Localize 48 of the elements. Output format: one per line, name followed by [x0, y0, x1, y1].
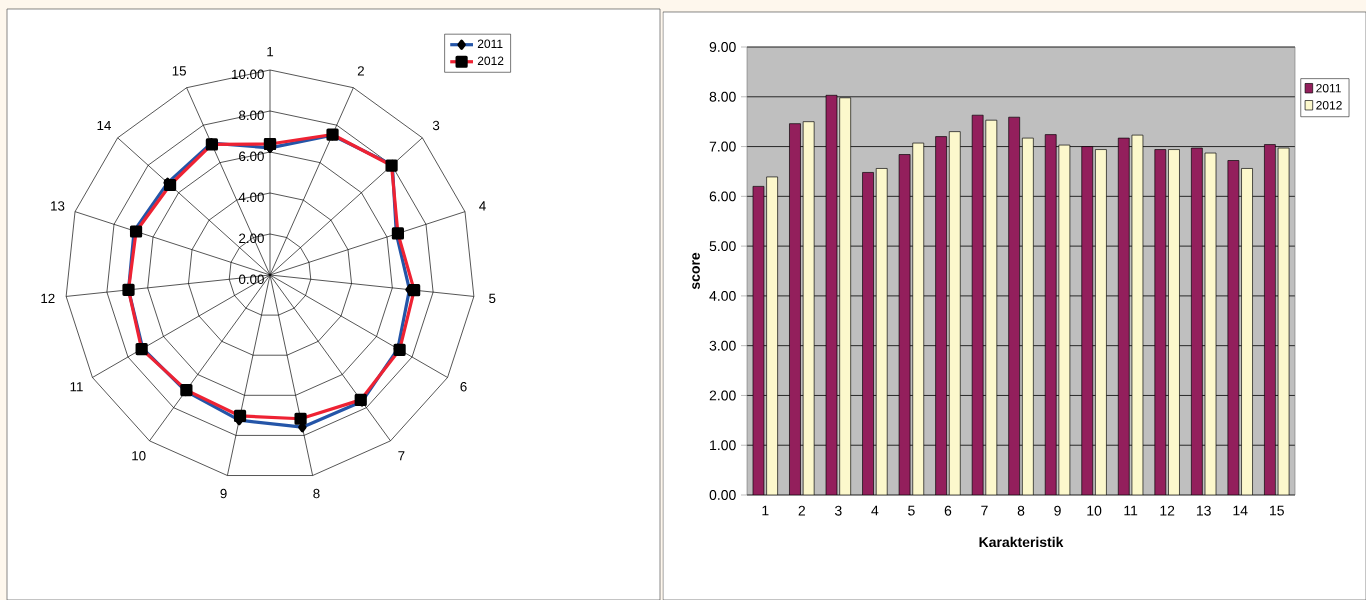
spoke-label: 1 — [267, 46, 274, 57]
y-tick-label: 6.00 — [709, 191, 736, 202]
legend-label: 2012 — [477, 56, 504, 66]
legend-label: 2012 — [1316, 101, 1342, 110]
x-tick-label: 13 — [1196, 505, 1211, 516]
x-tick-label: 15 — [1270, 505, 1284, 516]
y-axis-title: score — [692, 252, 700, 290]
spoke-label: 8 — [313, 488, 320, 499]
y-tick-label: 2.00 — [709, 390, 736, 401]
y-tick-label: 9.00 — [709, 42, 736, 52]
x-tick-label: 1 — [762, 505, 769, 516]
y-tick-label: 3.00 — [709, 340, 736, 351]
spoke-label: 15 — [172, 66, 186, 76]
legend-label: 2011 — [477, 39, 503, 49]
y-tick-label: 7.00 — [709, 141, 736, 152]
y-tick-label: 0.00 — [238, 274, 264, 285]
x-tick-label: 9 — [1054, 505, 1061, 516]
y-tick-label: 4.00 — [709, 290, 736, 301]
spoke-label: 3 — [432, 120, 440, 131]
legend-label: 2011 — [1316, 83, 1341, 93]
x-tick-label: 7 — [981, 505, 988, 516]
x-tick-label: 6 — [944, 505, 952, 516]
x-tick-label: 4 — [871, 505, 879, 516]
x-tick-label: 2 — [798, 505, 805, 516]
y-tick-label: 2.00 — [239, 233, 264, 244]
x-axis-title: Karakteristik — [979, 536, 1064, 548]
spoke-label: 4 — [479, 201, 486, 211]
spoke-label: 10 — [132, 451, 146, 461]
x-tick-label: 11 — [1124, 505, 1138, 516]
x-tick-label: 3 — [834, 505, 842, 516]
spoke-label: 12 — [41, 293, 55, 304]
y-tick-label: 5.00 — [709, 241, 736, 252]
x-tick-label: 14 — [1233, 505, 1248, 516]
x-tick-label: 8 — [1017, 505, 1025, 516]
x-tick-label: 5 — [908, 505, 915, 516]
spoke-label: 13 — [51, 201, 65, 211]
y-tick-label: 1.00 — [710, 440, 736, 451]
y-tick-label: 0.00 — [709, 490, 736, 500]
spoke-label: 5 — [489, 293, 496, 303]
y-tick-label: 8.00 — [709, 91, 736, 102]
spoke-label: 7 — [398, 451, 405, 461]
spoke-label: 2 — [357, 66, 364, 76]
spoke-label: 6 — [460, 382, 467, 392]
spoke-label: 14 — [97, 120, 111, 131]
spoke-label: 11 — [70, 382, 83, 392]
x-tick-label: 10 — [1087, 505, 1102, 516]
spoke-label: 9 — [220, 488, 227, 499]
x-tick-label: 12 — [1160, 505, 1175, 516]
